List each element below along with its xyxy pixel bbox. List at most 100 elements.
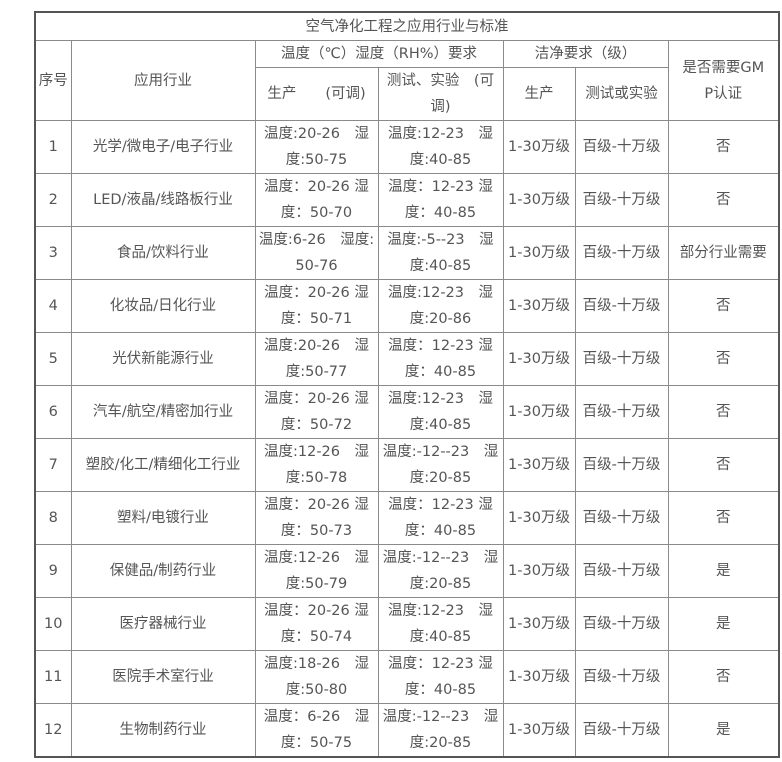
test-temp-humidity-cell: 温度:-12--23 湿度:20-85 <box>377 703 504 758</box>
test-temp-humidity-cell: 温度:-5--23 湿度:40-85 <box>377 226 504 280</box>
gmp-cell: 部分行业需要 <box>667 226 780 280</box>
table-row: 4 化妆品/日化行业 温度：20-26 湿度：50-71 温度:12-23 湿度:20… <box>34 279 780 333</box>
industry-cell: 食品/饮料行业 <box>70 226 256 280</box>
table-row: 5 光伏新能源行业 温度:20-26 湿度:50-77 温度：12-23 湿度：40-… <box>34 332 780 386</box>
table-row: 9 保健品/制药行业 温度:12-26 湿度:50-79 温度:-12--23 湿度:… <box>34 544 780 598</box>
production-temp-humidity-cell: 温度：6-26 湿度：50-75 <box>254 703 379 758</box>
header-test: 测试或实验 <box>574 67 669 121</box>
header-index: 序号 <box>34 40 72 121</box>
industry-cell: 医院手术室行业 <box>70 650 256 704</box>
test-temp-humidity-cell: 温度:12-23 湿度:40-85 <box>377 120 504 174</box>
index-cell: 1 <box>34 120 72 174</box>
industry-cell: 光学/微电子/电子行业 <box>70 120 256 174</box>
table-row: 1 光学/微电子/电子行业 温度:20-26 湿度:50-75 温度:12-23 湿度… <box>34 120 780 174</box>
production-cleanliness-cell: 1-30万级 <box>502 279 576 333</box>
production-cleanliness-cell: 1-30万级 <box>502 544 576 598</box>
index-cell: 8 <box>34 491 72 545</box>
test-cleanliness-cell: 百级-十万级 <box>574 703 669 758</box>
test-cleanliness-cell: 百级-十万级 <box>574 226 669 280</box>
gmp-cell: 否 <box>667 438 780 492</box>
production-cleanliness-cell: 1-30万级 <box>502 173 576 227</box>
gmp-cell: 是 <box>667 703 780 758</box>
test-temp-humidity-cell: 温度:-12--23 湿度:20-85 <box>377 544 504 598</box>
test-temp-humidity-cell: 温度:-12--23 湿度:20-85 <box>377 438 504 492</box>
index-cell: 6 <box>34 385 72 439</box>
production-cleanliness-cell: 1-30万级 <box>502 703 576 758</box>
gmp-cell: 否 <box>667 279 780 333</box>
index-cell: 10 <box>34 597 72 651</box>
table-row: 10 医疗器械行业 温度：20-26 湿度：50-74 温度:12-23 湿度:40-… <box>34 597 780 651</box>
production-temp-humidity-cell: 温度:20-26 湿度:50-75 <box>254 120 379 174</box>
gmp-cell: 否 <box>667 491 780 545</box>
test-temp-humidity-cell: 温度：12-23 湿度：40-85 <box>377 650 504 704</box>
test-cleanliness-cell: 百级-十万级 <box>574 173 669 227</box>
test-cleanliness-cell: 百级-十万级 <box>574 279 669 333</box>
header-cleanliness: 洁净要求（级） <box>502 40 669 68</box>
table-row: 3 食品/饮料行业 温度:6-26 湿度:50-76 温度:-5--23 湿度:40-… <box>34 226 780 280</box>
test-temp-humidity-cell: 温度：12-23 湿度：40-85 <box>377 332 504 386</box>
industry-cell: 化妆品/日化行业 <box>70 279 256 333</box>
test-temp-humidity-cell: 温度：12-23 湿度：40-85 <box>377 173 504 227</box>
industry-cell: 生物制药行业 <box>70 703 256 758</box>
index-cell: 5 <box>34 332 72 386</box>
gmp-cell: 是 <box>667 597 780 651</box>
gmp-cell: 是 <box>667 544 780 598</box>
industry-cell: 光伏新能源行业 <box>70 332 256 386</box>
index-cell: 3 <box>34 226 72 280</box>
header-gmp: 是否需要GMP认证 <box>667 40 780 121</box>
table-row: 12 生物制药行业 温度：6-26 湿度：50-75 温度:-12--23 湿度:20… <box>34 703 780 758</box>
production-cleanliness-cell: 1-30万级 <box>502 491 576 545</box>
industry-cell: 塑料/电镀行业 <box>70 491 256 545</box>
index-cell: 7 <box>34 438 72 492</box>
test-temp-humidity-cell: 温度:12-23 湿度:40-85 <box>377 385 504 439</box>
production-cleanliness-cell: 1-30万级 <box>502 597 576 651</box>
production-cleanliness-cell: 1-30万级 <box>502 650 576 704</box>
production-temp-humidity-cell: 温度:12-26 湿度:50-79 <box>254 544 379 598</box>
gmp-cell: 否 <box>667 120 780 174</box>
index-cell: 11 <box>34 650 72 704</box>
table-row: 2 LED/液晶/线路板行业 温度：20-26 湿度：50-70 温度：12-23 湿… <box>34 173 780 227</box>
test-cleanliness-cell: 百级-十万级 <box>574 597 669 651</box>
production-cleanliness-cell: 1-30万级 <box>502 438 576 492</box>
production-temp-humidity-cell: 温度：20-26 湿度：50-72 <box>254 385 379 439</box>
header-production: 生产 <box>502 67 576 121</box>
production-temp-humidity-cell: 温度:12-26 湿度:50-78 <box>254 438 379 492</box>
header-production-adjustable: 生产 (可调) <box>254 67 379 121</box>
production-temp-humidity-cell: 温度：20-26 湿度：50-74 <box>254 597 379 651</box>
production-cleanliness-cell: 1-30万级 <box>502 120 576 174</box>
industry-cell: 汽车/航空/精密加行业 <box>70 385 256 439</box>
gmp-cell: 否 <box>667 385 780 439</box>
table-title: 空气净化工程之应用行业与标准 <box>34 11 780 41</box>
test-cleanliness-cell: 百级-十万级 <box>574 332 669 386</box>
test-temp-humidity-cell: 温度:12-23 湿度:20-86 <box>377 279 504 333</box>
production-temp-humidity-cell: 温度:6-26 湿度:50-76 <box>254 226 379 280</box>
test-cleanliness-cell: 百级-十万级 <box>574 438 669 492</box>
header-industry: 应用行业 <box>70 40 256 121</box>
industry-cell: LED/液晶/线路板行业 <box>70 173 256 227</box>
standards-table: 空气净化工程之应用行业与标准 序号 应用行业 温度（℃）湿度（RH%）要求 洁净… <box>34 11 781 758</box>
gmp-cell: 否 <box>667 332 780 386</box>
production-temp-humidity-cell: 温度:18-26 湿度:50-80 <box>254 650 379 704</box>
test-temp-humidity-cell: 温度:12-23 湿度:40-85 <box>377 597 504 651</box>
table-row: 11 医院手术室行业 温度:18-26 湿度:50-80 温度：12-23 湿度：40… <box>34 650 780 704</box>
index-cell: 4 <box>34 279 72 333</box>
test-temp-humidity-cell: 温度：12-23 湿度：40-85 <box>377 491 504 545</box>
industry-cell: 塑胶/化工/精细化工行业 <box>70 438 256 492</box>
gmp-cell: 否 <box>667 650 780 704</box>
table-row: 6 汽车/航空/精密加行业 温度：20-26 湿度：50-72 温度:12-23 湿度… <box>34 385 780 439</box>
header-test-adjustable: 测试、实验 (可调) <box>377 67 504 121</box>
production-cleanliness-cell: 1-30万级 <box>502 332 576 386</box>
test-cleanliness-cell: 百级-十万级 <box>574 385 669 439</box>
production-cleanliness-cell: 1-30万级 <box>502 226 576 280</box>
table-row: 7 塑胶/化工/精细化工行业 温度:12-26 湿度:50-78 温度:-12--23… <box>34 438 780 492</box>
header-temp-humidity: 温度（℃）湿度（RH%）要求 <box>254 40 504 68</box>
test-cleanliness-cell: 百级-十万级 <box>574 120 669 174</box>
production-temp-humidity-cell: 温度：20-26 湿度：50-73 <box>254 491 379 545</box>
production-temp-humidity-cell: 温度：20-26 湿度：50-70 <box>254 173 379 227</box>
test-cleanliness-cell: 百级-十万级 <box>574 491 669 545</box>
test-cleanliness-cell: 百级-十万级 <box>574 650 669 704</box>
industry-cell: 保健品/制药行业 <box>70 544 256 598</box>
production-cleanliness-cell: 1-30万级 <box>502 385 576 439</box>
index-cell: 2 <box>34 173 72 227</box>
test-cleanliness-cell: 百级-十万级 <box>574 544 669 598</box>
